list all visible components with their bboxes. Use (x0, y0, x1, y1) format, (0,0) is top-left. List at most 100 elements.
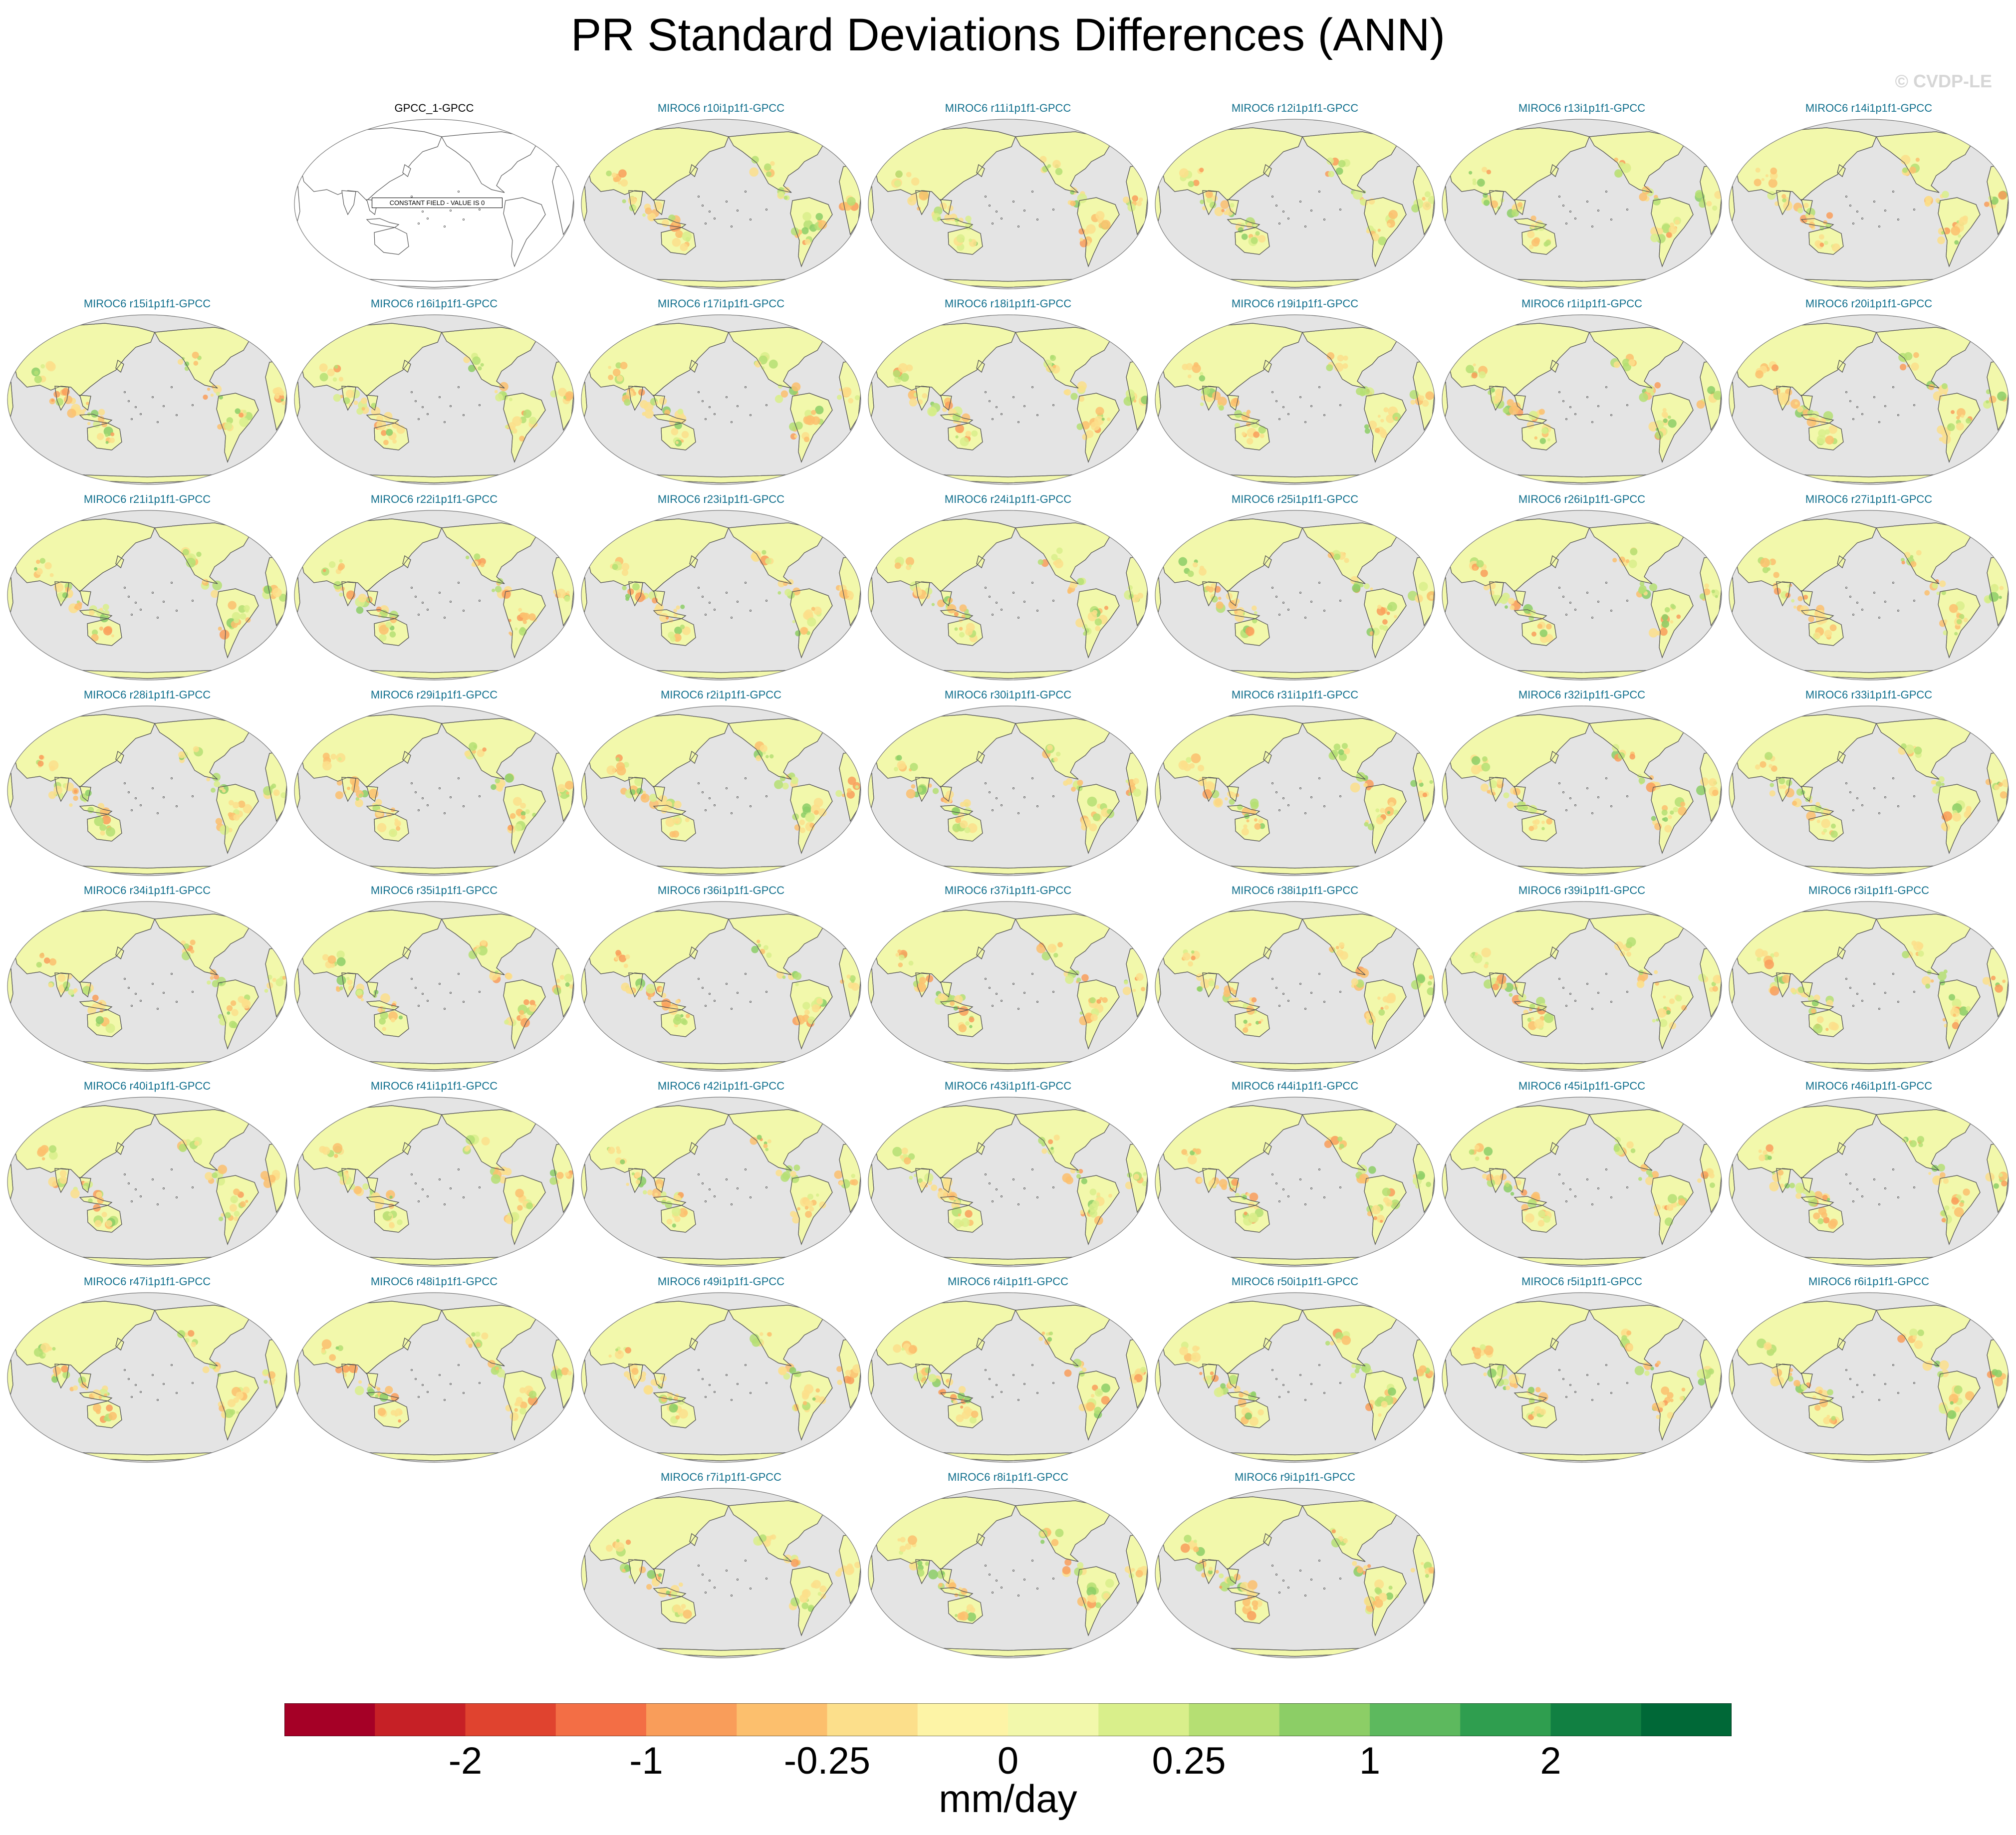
island-outline (1897, 805, 1900, 808)
landmass-europe (1125, 525, 1146, 550)
coastline (1227, 590, 1239, 607)
panel-title: MIROC6 r1i1p1f1-GPCC (1521, 297, 1643, 310)
coastline (1125, 721, 1146, 746)
precip-diff-patch (965, 628, 973, 636)
map-panel: MIROC6 r13i1p1f1-GPCC (1440, 102, 1724, 291)
precip-diff-patch (1254, 818, 1258, 822)
precip-diff-patch (375, 799, 382, 806)
island-outline (1586, 787, 1589, 790)
island-outline (1036, 1000, 1039, 1003)
coastline (13, 1301, 155, 1375)
island-outline (725, 396, 728, 399)
landmass-europe (838, 1308, 859, 1333)
island-outline (708, 601, 711, 604)
island-outline (1849, 595, 1852, 598)
precip-diff-patch (606, 765, 616, 775)
precip-diff-patch (1483, 584, 1490, 591)
coastline (1837, 751, 1846, 764)
landmass-europe (1986, 134, 2007, 159)
island-outline (1873, 1178, 1876, 1181)
coastline (915, 190, 930, 216)
precip-diff-patch (339, 986, 343, 990)
island-outline (1012, 591, 1015, 594)
precip-diff-patch (322, 752, 330, 760)
coastline (294, 535, 305, 560)
precip-diff-patch (235, 408, 241, 414)
coastline (1550, 360, 1559, 373)
precip-diff-patch (1931, 780, 1935, 785)
island-outline (410, 586, 413, 589)
landmass-europew (1729, 535, 1740, 560)
precip-diff-patch (1941, 782, 1945, 786)
island-outline (1000, 1195, 1003, 1198)
precip-diff-patch (94, 1220, 102, 1227)
precip-diff-patch (280, 792, 287, 798)
precip-diff-patch (1666, 1204, 1674, 1211)
precip-diff-patch (905, 557, 915, 566)
coastline (1161, 910, 1303, 983)
coastline (1651, 1175, 1694, 1245)
coastline (948, 1205, 983, 1233)
coastline (1651, 393, 1694, 463)
precip-diff-patch (1797, 208, 1803, 214)
precip-diff-patch (1659, 1019, 1668, 1027)
island-outline (134, 1383, 137, 1386)
precip-diff-patch (1092, 813, 1101, 821)
precip-diff-patch (800, 627, 808, 635)
precip-diff-patch (188, 1330, 195, 1337)
island-outline (1586, 1178, 1589, 1181)
precip-diff-patch (1510, 1191, 1514, 1196)
precip-diff-patch (1659, 628, 1668, 636)
precip-diff-patch (608, 366, 611, 369)
precip-diff-patch (661, 219, 669, 227)
coastline (1938, 784, 1981, 854)
precip-diff-patch (841, 387, 852, 397)
coastline (1674, 713, 1704, 729)
island-outline (1849, 986, 1852, 989)
island-outline (478, 1381, 481, 1384)
map-panel: MIROC6 r46i1p1f1-GPCC (1727, 1080, 2011, 1269)
coastline (1442, 144, 1453, 169)
coastline (239, 517, 269, 533)
precip-diff-patch (92, 629, 98, 636)
precip-diff-patch (1380, 1007, 1384, 1010)
constant-field-label: CONSTANT FIELD - VALUE IS 0 (372, 198, 503, 208)
precip-diff-patch (1782, 974, 1791, 983)
precip-diff-patch (1413, 1174, 1417, 1178)
precip-diff-patch (750, 1137, 758, 1145)
panel-title: MIROC6 r2i1p1f1-GPCC (660, 688, 782, 701)
precip-diff-patch (1941, 435, 1951, 445)
map-panel: MIROC6 r24i1p1f1-GPCC (866, 493, 1150, 683)
precip-diff-patch (65, 782, 74, 792)
precip-diff-patch (1422, 400, 1429, 407)
precip-diff-patch (1917, 1136, 1925, 1144)
precip-diff-patch (1532, 820, 1536, 825)
precip-diff-patch (1234, 410, 1243, 418)
coastline (1125, 1112, 1146, 1137)
precip-diff-patch (499, 382, 508, 392)
precip-diff-patch (62, 592, 68, 599)
coastline (1961, 517, 1991, 533)
landmass-greenland (1674, 126, 1704, 142)
island-outline (1913, 599, 1916, 602)
precip-diff-patch (1541, 427, 1548, 435)
coastline (300, 910, 442, 983)
precip-diff-patch (1803, 203, 1809, 209)
precip-diff-patch (362, 1183, 369, 1190)
precip-diff-patch (669, 618, 674, 623)
coastline (1808, 227, 1844, 255)
precip-diff-patch (769, 754, 774, 759)
precip-diff-patch (654, 1192, 658, 1196)
precip-diff-patch (956, 234, 965, 243)
coastline (366, 609, 400, 619)
coastline (653, 1391, 687, 1401)
precip-diff-patch (508, 631, 512, 635)
map-border (581, 901, 861, 1072)
precip-diff-patch (505, 1404, 512, 1412)
precip-diff-patch (481, 940, 487, 946)
precip-diff-patch (1794, 402, 1798, 405)
precip-diff-patch (1932, 785, 1941, 794)
precip-diff-patch (227, 1011, 231, 1015)
island-outline (421, 1188, 424, 1191)
precip-diff-patch (621, 982, 630, 992)
